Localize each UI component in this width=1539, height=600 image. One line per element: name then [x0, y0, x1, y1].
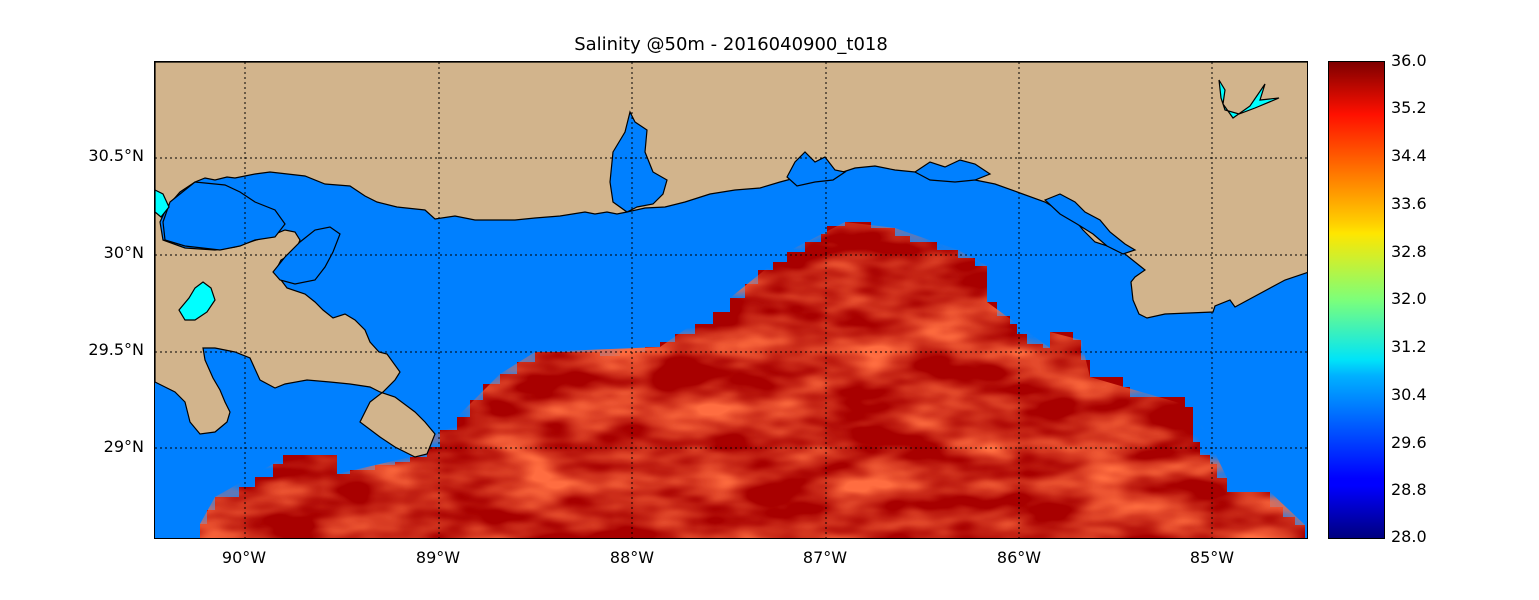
colorbar-tick-label: 36.0: [1391, 51, 1427, 70]
mobile-bay: [609, 110, 668, 213]
colorbar-tick-label: 34.4: [1391, 146, 1427, 165]
chart-title: Salinity @50m - 2016040900_t018: [574, 34, 888, 55]
colorbar-gradient: [1329, 62, 1384, 538]
colorbar-tick-label: 32.8: [1391, 242, 1427, 261]
map-canvas: [155, 62, 1307, 538]
colorbar-tick-label: 33.6: [1391, 194, 1427, 213]
lon-tick-label: 88°W: [609, 548, 655, 567]
map-panel: [154, 61, 1308, 539]
lon-tick-label: 89°W: [415, 548, 461, 567]
colorbar: [1328, 61, 1385, 539]
lon-tick-label: 90°W: [221, 548, 267, 567]
lat-tick-label: 29°N: [103, 437, 144, 456]
lake-cyan-east: [1218, 79, 1280, 119]
colorbar-tick-label: 31.2: [1391, 337, 1427, 356]
lon-tick-label: 87°W: [802, 548, 848, 567]
lat-tick-label: 30.5°N: [88, 146, 144, 165]
lat-tick-label: 30°N: [103, 243, 144, 262]
lon-tick-label: 85°W: [1189, 548, 1235, 567]
colorbar-tick-label: 30.4: [1391, 385, 1427, 404]
colorbar-tick-label: 28.0: [1391, 527, 1427, 546]
lake-cyan-west: [155, 189, 170, 218]
lake-pontchartrain: [162, 181, 286, 251]
lon-tick-label: 86°W: [996, 548, 1042, 567]
lat-tick-label: 29.5°N: [88, 340, 144, 359]
colorbar-tick-label: 28.8: [1391, 480, 1427, 499]
graticule: [155, 62, 1307, 538]
st-andrew-bay: [1043, 193, 1137, 255]
colorbar-tick-label: 29.6: [1391, 433, 1427, 452]
choctaw-bay: [913, 159, 992, 183]
pensacola-bay: [786, 151, 847, 187]
colorbar-tick-label: 35.2: [1391, 98, 1427, 117]
lake-cyan-mid: [178, 281, 216, 321]
colorbar-tick-label: 32.0: [1391, 289, 1427, 308]
